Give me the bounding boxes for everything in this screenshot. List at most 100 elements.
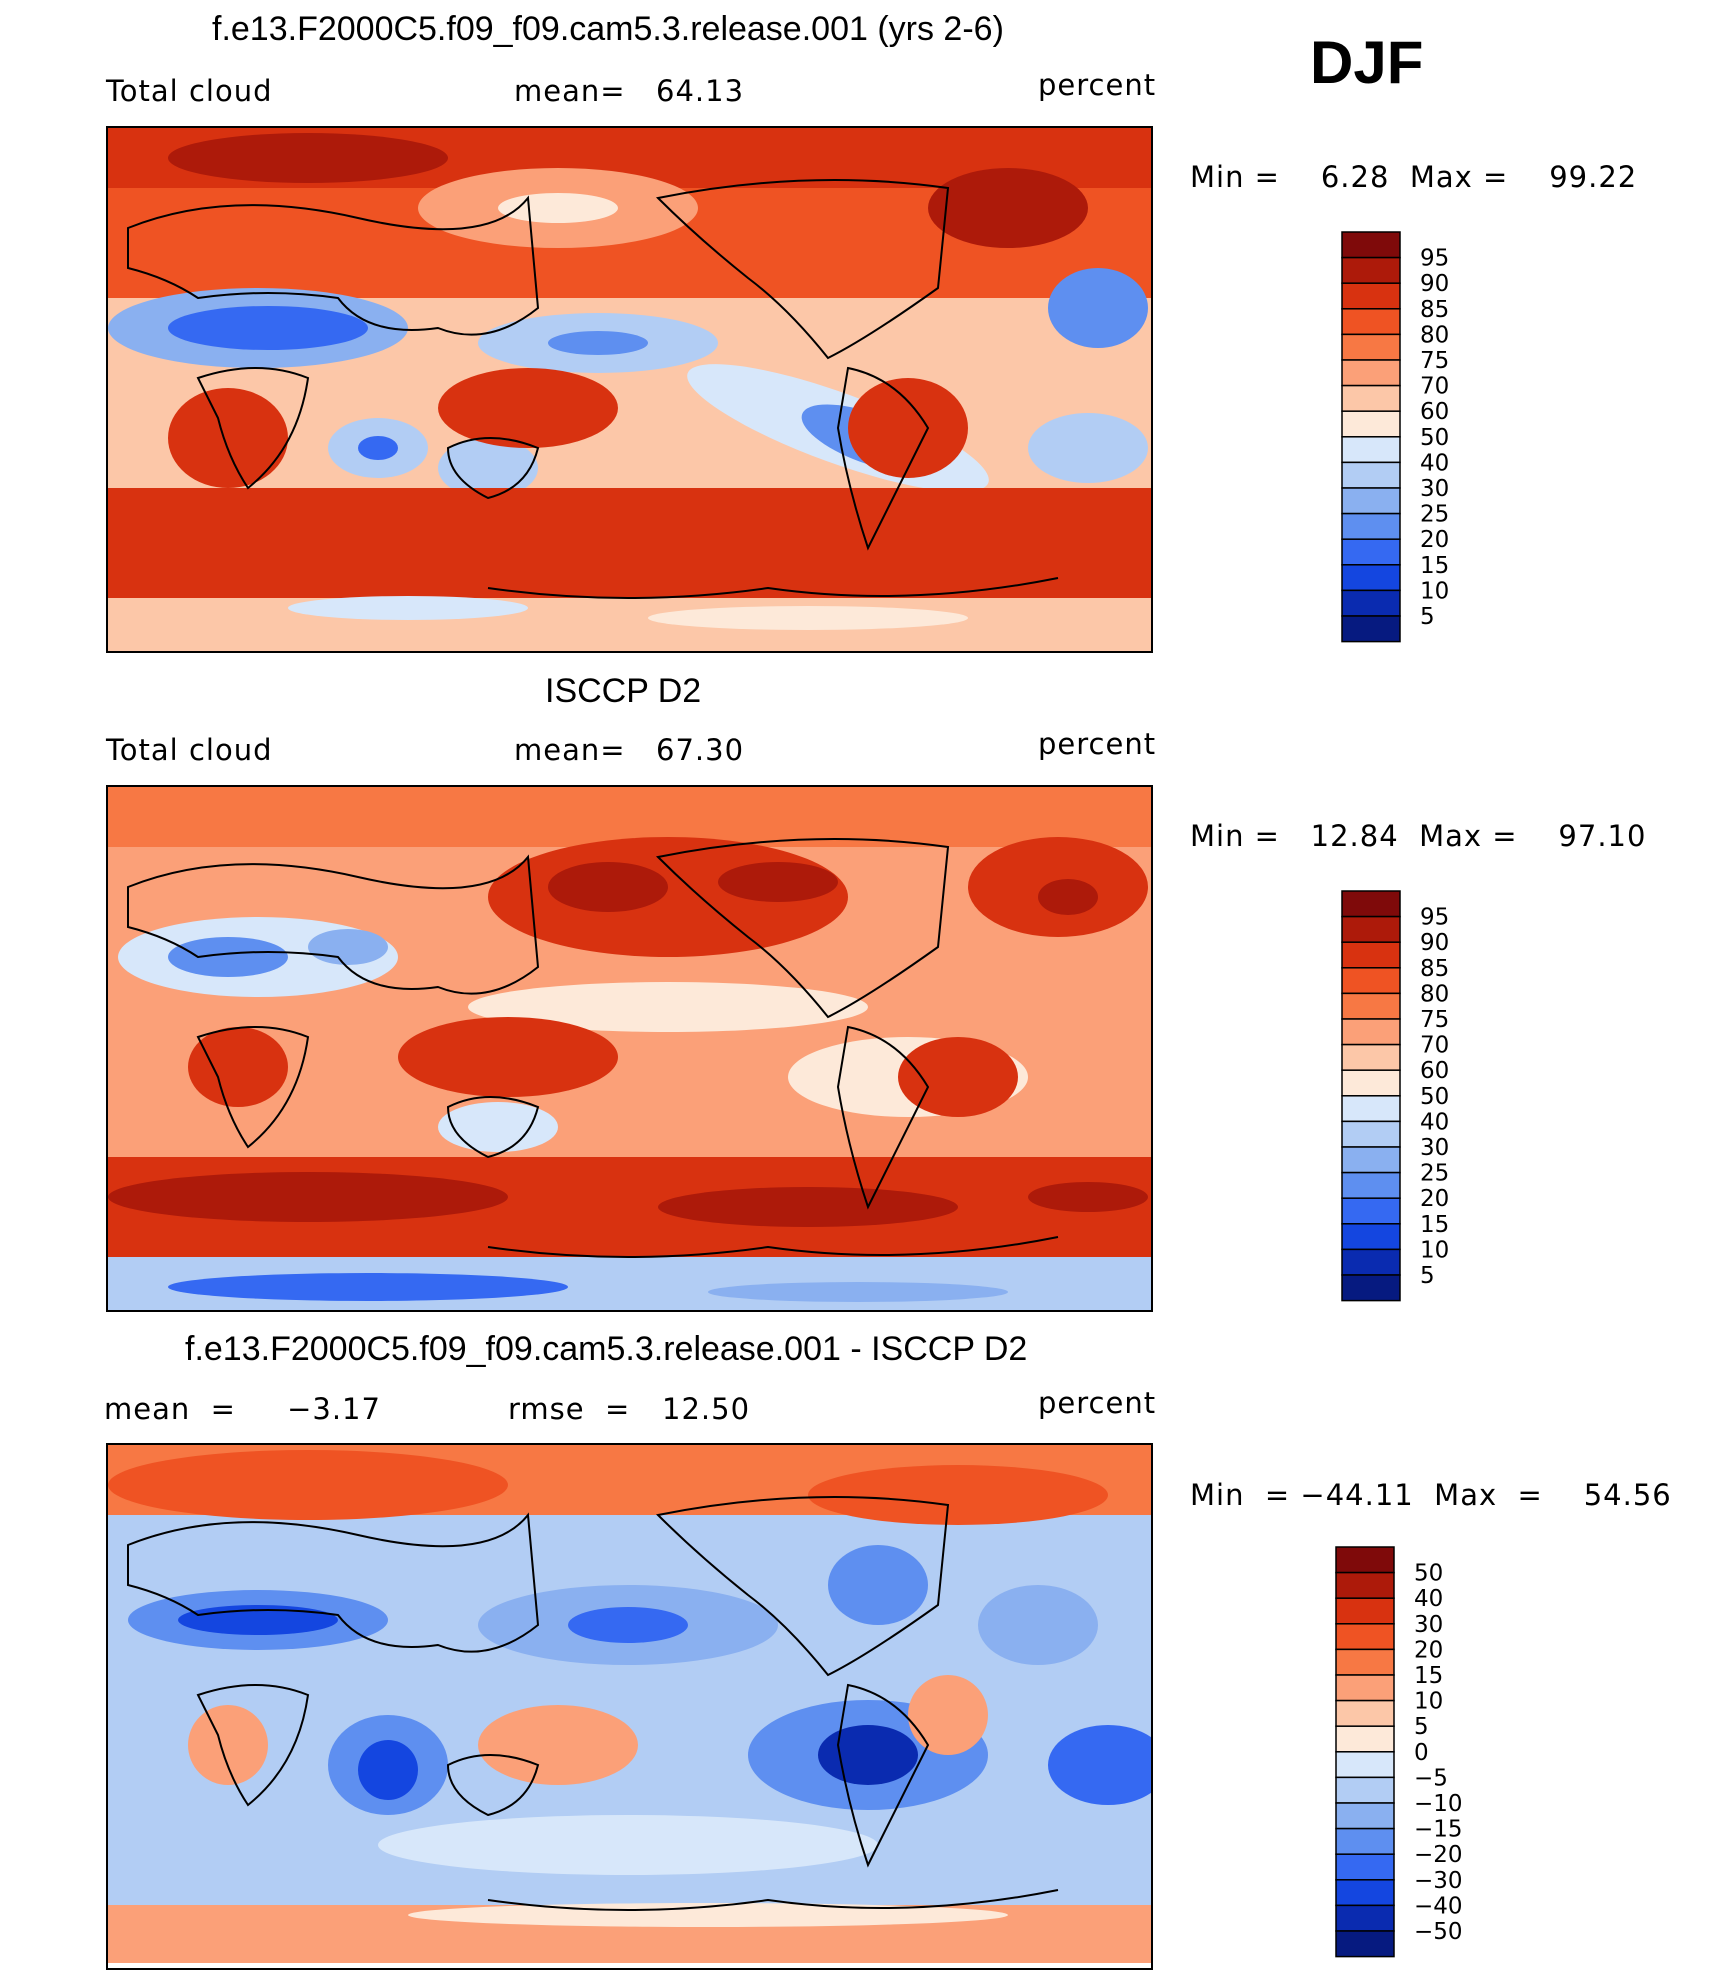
colorbar-tick-label: 20 bbox=[1420, 527, 1449, 553]
colorbar-swatch bbox=[1341, 615, 1401, 643]
colorbar-tick-label: 40 bbox=[1414, 1586, 1443, 1612]
colorbar-swatch bbox=[1341, 941, 1401, 969]
panel-1-min-max: Min = 6.28 Max = 99.22 bbox=[1190, 160, 1638, 194]
colorbar-swatch bbox=[1335, 1648, 1395, 1676]
colorbar-swatch bbox=[1341, 1120, 1401, 1148]
colorbar-tick-label: 80 bbox=[1420, 322, 1449, 348]
colorbar-swatch bbox=[1341, 1069, 1401, 1097]
colorbar-swatch bbox=[1335, 1802, 1395, 1830]
colorbar-swatch bbox=[1335, 1751, 1395, 1779]
colorbar-swatch bbox=[1335, 1853, 1395, 1881]
panel-3-rmse-value: 12.50 bbox=[662, 1392, 751, 1426]
colorbar-swatch bbox=[1341, 308, 1401, 336]
colorbar-swatch bbox=[1341, 1274, 1401, 1302]
colorbar-tick-label: −10 bbox=[1414, 1791, 1463, 1817]
colorbar-swatch bbox=[1341, 1018, 1401, 1046]
colorbar-tick-label: 0 bbox=[1414, 1740, 1429, 1766]
panel-1-map bbox=[106, 126, 1153, 653]
colorbar-swatch bbox=[1341, 282, 1401, 310]
colorbar-tick-label: 15 bbox=[1420, 553, 1449, 579]
panel-1-units-label: percent bbox=[1038, 68, 1157, 102]
colorbar-swatch bbox=[1341, 1248, 1401, 1276]
colorbar-swatch bbox=[1341, 359, 1401, 387]
colorbar-swatch bbox=[1335, 1879, 1395, 1907]
colorbar-swatch bbox=[1341, 231, 1401, 259]
colorbar-tick-label: 70 bbox=[1420, 1033, 1449, 1059]
colorbar-tick-label: 25 bbox=[1420, 1161, 1449, 1187]
colorbar-tick-label: 50 bbox=[1420, 425, 1449, 451]
colorbar-swatch bbox=[1341, 256, 1401, 284]
colorbar-swatch bbox=[1335, 1571, 1395, 1599]
colorbar-swatch bbox=[1341, 538, 1401, 566]
colorbar-swatch bbox=[1341, 1095, 1401, 1123]
colorbar-swatch bbox=[1335, 1776, 1395, 1804]
colorbar-tick-label: 95 bbox=[1420, 905, 1449, 931]
colorbar-swatch bbox=[1335, 1674, 1395, 1702]
colorbar-tick-label: 15 bbox=[1414, 1663, 1443, 1689]
panel-2-colorbar: 95 90 85 80 75 70 60 50 40 30 25 20 15 10 5 bbox=[1340, 889, 1460, 1302]
colorbar-tick-label: 90 bbox=[1420, 930, 1449, 956]
colorbar-tick-label: −40 bbox=[1414, 1893, 1463, 1919]
colorbar-swatch bbox=[1341, 333, 1401, 361]
panel-1-variable-label: Total cloud bbox=[106, 74, 273, 108]
colorbar-tick-label: −5 bbox=[1414, 1765, 1448, 1791]
panel-3-rmse-label: rmse = bbox=[508, 1392, 631, 1426]
panel-1-mean-value: 64.13 bbox=[656, 74, 745, 108]
colorbar-swatch bbox=[1335, 1699, 1395, 1727]
colorbar-swatch bbox=[1341, 1146, 1401, 1174]
colorbar-tick-label: −20 bbox=[1414, 1842, 1463, 1868]
colorbar-swatch bbox=[1341, 461, 1401, 489]
panel-2-map bbox=[106, 785, 1153, 1312]
colorbar-tick-label: 95 bbox=[1420, 246, 1449, 272]
colorbar-tick-label: 10 bbox=[1420, 578, 1449, 604]
colorbar-swatch bbox=[1341, 512, 1401, 540]
colorbar-tick-label: 15 bbox=[1420, 1212, 1449, 1238]
colorbar-swatch bbox=[1341, 487, 1401, 515]
panel-1-mean-label: mean= bbox=[514, 74, 626, 108]
colorbar-swatch bbox=[1341, 1197, 1401, 1225]
colorbar-tick-label: −30 bbox=[1414, 1868, 1463, 1894]
colorbar-tick-label: 40 bbox=[1420, 450, 1449, 476]
colorbar-swatch bbox=[1341, 890, 1401, 918]
colorbar-swatch bbox=[1341, 1171, 1401, 1199]
colorbar-swatch bbox=[1341, 1043, 1401, 1071]
colorbar-swatch bbox=[1335, 1725, 1395, 1753]
colorbar-swatch bbox=[1335, 1904, 1395, 1932]
panel-2-mean-value: 67.30 bbox=[656, 733, 745, 767]
colorbar-tick-label: 90 bbox=[1420, 271, 1449, 297]
panel-3-colorbar: 50 40 30 20 15 10 5 0 −5 −10 −15 −20 −30 −40 −50 bbox=[1334, 1545, 1464, 1958]
colorbar-tick-label: 85 bbox=[1420, 297, 1449, 323]
panel-2-variable-label: Total cloud bbox=[106, 733, 273, 767]
panel-3-map bbox=[106, 1443, 1153, 1970]
panel-1-colorbar: 95 90 85 80 75 70 60 50 40 30 25 20 15 10 5 bbox=[1340, 230, 1460, 643]
colorbar-swatch bbox=[1341, 564, 1401, 592]
colorbar-swatch bbox=[1341, 410, 1401, 438]
panel-3-min-max: Min = −44.11 Max = 54.56 bbox=[1190, 1478, 1672, 1512]
colorbar-tick-label: 40 bbox=[1420, 1109, 1449, 1135]
colorbar-tick-label: 60 bbox=[1420, 399, 1449, 425]
colorbar-tick-label: 85 bbox=[1420, 956, 1449, 982]
colorbar-tick-label: 5 bbox=[1420, 604, 1435, 630]
colorbar-tick-label: −15 bbox=[1414, 1817, 1463, 1843]
colorbar-tick-label: 30 bbox=[1414, 1612, 1443, 1638]
colorbar-tick-label: 20 bbox=[1414, 1637, 1443, 1663]
colorbar-tick-label: 30 bbox=[1420, 476, 1449, 502]
colorbar-tick-label: 60 bbox=[1420, 1058, 1449, 1084]
colorbar-swatch bbox=[1335, 1546, 1395, 1574]
colorbar-swatch bbox=[1341, 384, 1401, 412]
panel-2-min-max: Min = 12.84 Max = 97.10 bbox=[1190, 819, 1647, 853]
colorbar-tick-label: 25 bbox=[1420, 502, 1449, 528]
colorbar-tick-label: 20 bbox=[1420, 1186, 1449, 1212]
panel-3-mean-label: mean = −3.17 bbox=[104, 1392, 381, 1426]
colorbar-swatch bbox=[1335, 1827, 1395, 1855]
season-label: DJF bbox=[1310, 29, 1424, 96]
panel-3-units-label: percent bbox=[1038, 1386, 1157, 1420]
panel-2-mean-label: mean= bbox=[514, 733, 626, 767]
colorbar-tick-label: 5 bbox=[1414, 1714, 1429, 1740]
colorbar-tick-label: −50 bbox=[1414, 1919, 1463, 1945]
panel-3-title: f.e13.F2000C5.f09_f09.cam5.3.release.001… bbox=[185, 1330, 1028, 1368]
colorbar-tick-label: 70 bbox=[1420, 374, 1449, 400]
colorbar-swatch bbox=[1341, 589, 1401, 617]
colorbar-tick-label: 30 bbox=[1420, 1135, 1449, 1161]
colorbar-tick-label: 75 bbox=[1420, 348, 1449, 374]
